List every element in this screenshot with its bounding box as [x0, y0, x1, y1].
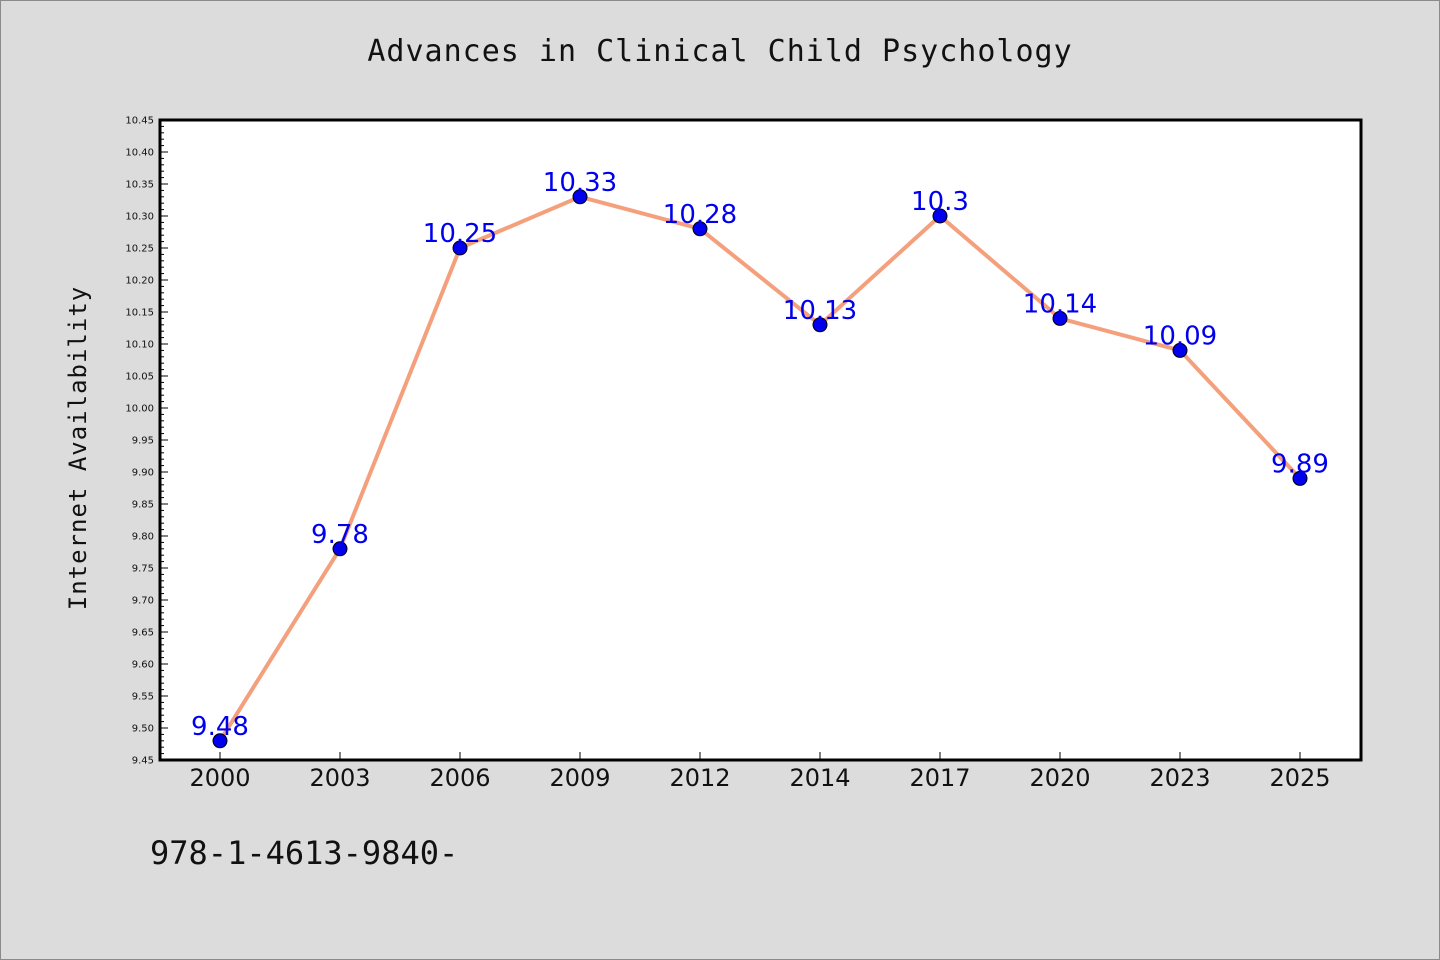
- data-label: 10.28: [663, 200, 737, 230]
- y-axis-label: Internet Availability: [64, 286, 92, 610]
- y-tick-label: 9.70: [132, 596, 154, 607]
- x-tick-label: 2014: [789, 764, 850, 792]
- data-point: [1292, 470, 1308, 486]
- y-tick-label: 10.15: [125, 308, 154, 319]
- chart-title: Advances in Clinical Child Psychology: [367, 34, 1073, 69]
- y-tick-label: 9.65: [132, 628, 154, 639]
- series-line: [218, 194, 1302, 742]
- y-tick-label: 9.75: [132, 564, 154, 575]
- data-point: [1172, 342, 1188, 358]
- x-tick-label: 2006: [429, 764, 490, 792]
- y-tick-label: 10.40: [125, 148, 154, 159]
- data-label: 10.13: [783, 296, 857, 326]
- data-label: 10.25: [423, 219, 497, 249]
- data-label: 10.33: [543, 168, 617, 198]
- y-tick-label: 9.95: [132, 436, 154, 447]
- x-tick-label: 2012: [669, 764, 730, 792]
- data-point: [692, 221, 708, 237]
- data-point: [812, 317, 828, 333]
- data-label: 10.14: [1023, 289, 1097, 319]
- data-label: 9.48: [191, 712, 249, 742]
- y-tick-label: 9.80: [132, 532, 154, 543]
- y-tick-label: 9.90: [132, 468, 154, 479]
- data-point: [572, 189, 588, 205]
- x-tick-label: 2023: [1149, 764, 1210, 792]
- data-label: 9.89: [1271, 449, 1329, 479]
- y-tick-label: 10.30: [125, 212, 154, 223]
- plot-frame: [158, 118, 1363, 762]
- data-point: [212, 733, 228, 749]
- x-tick-label: 2000: [189, 764, 250, 792]
- x-tick-label: 2017: [909, 764, 970, 792]
- data-label: 10.09: [1143, 321, 1217, 351]
- data-label: 10.3: [911, 187, 969, 217]
- y-tick-label: 9.85: [132, 500, 154, 511]
- y-tick-label: 9.55: [132, 692, 154, 703]
- y-tick-label: 10.25: [125, 244, 154, 255]
- y-tick-label: 9.60: [132, 660, 154, 671]
- y-tick-label: 10.45: [125, 116, 154, 127]
- y-tick-label: 9.50: [132, 724, 154, 735]
- y-tick-label: 10.10: [125, 340, 154, 351]
- y-tick-label: 10.35: [125, 180, 154, 191]
- x-tick-label: 2003: [309, 764, 370, 792]
- y-tick-label: 10.20: [125, 276, 154, 287]
- x-tick-label: 2025: [1269, 764, 1330, 792]
- data-point: [332, 541, 348, 557]
- footer-code: 978-1-4613-9840-: [150, 834, 459, 872]
- x-tick-label: 2020: [1029, 764, 1090, 792]
- data-point: [452, 240, 468, 256]
- y-tick-label: 10.00: [125, 404, 154, 415]
- data-point: [1052, 310, 1068, 326]
- plot-area: 9.45 9.50 9.55 9.60 9.65 9.70 9.75 9.80 9.85 9.90…: [125, 116, 1363, 792]
- y-tick-label: 9.45: [132, 756, 154, 767]
- y-tick-label: 10.05: [125, 372, 154, 383]
- data-label: 9.78: [311, 520, 369, 550]
- x-tick-label: 2009: [549, 764, 610, 792]
- data-point: [932, 208, 948, 224]
